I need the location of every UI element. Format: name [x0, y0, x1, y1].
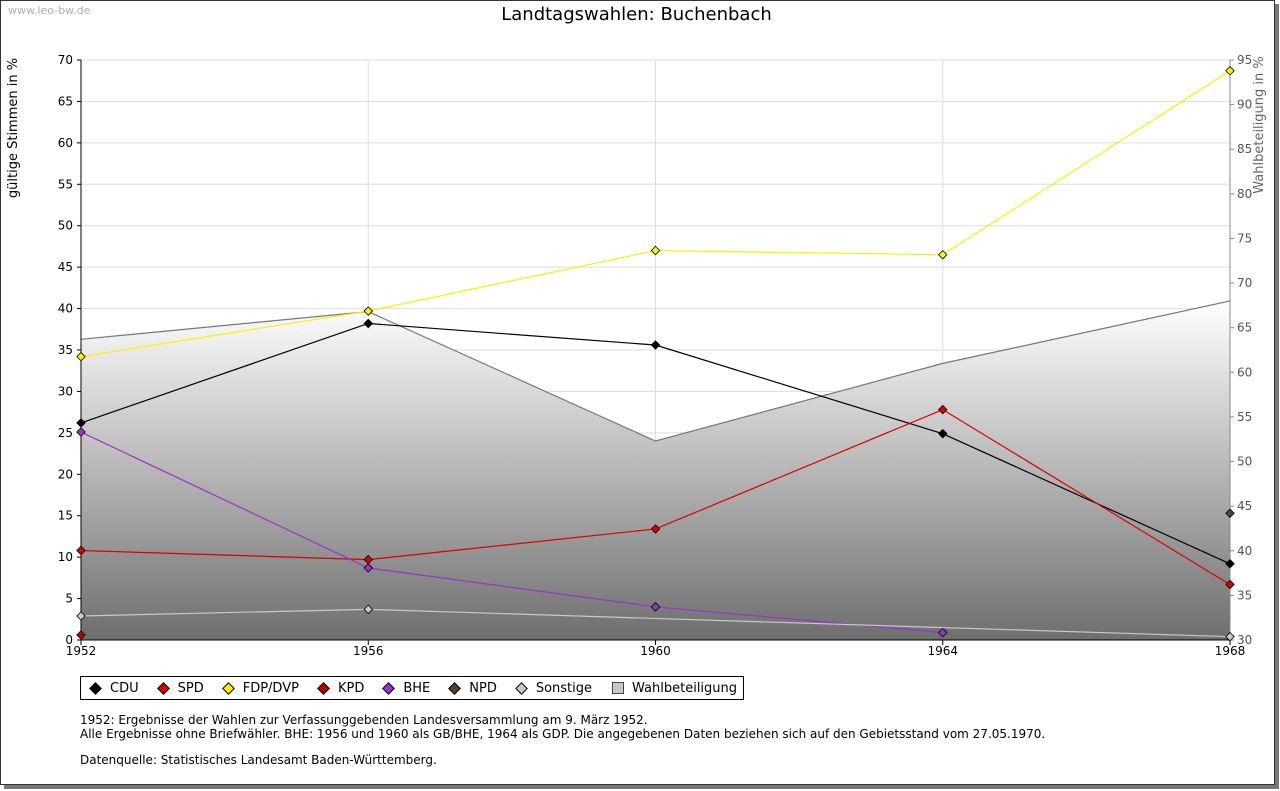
chart-notes: 1952: Ergebnisse der Wahlen zur Verfassu… — [80, 713, 1045, 767]
y2-tick-label: 45 — [1237, 499, 1252, 513]
y2-tick-label: 40 — [1237, 544, 1252, 558]
y-tick-label: 40 — [58, 302, 73, 316]
y-tick-label: 20 — [58, 467, 73, 481]
data-point-cdu — [363, 318, 374, 329]
data-point-fdp-dvp — [650, 245, 661, 256]
note-line-1: 1952: Ergebnisse der Wahlen zur Verfassu… — [80, 713, 648, 727]
y-tick-label: 35 — [58, 343, 73, 357]
legend-item-sonstige: Sonstige — [511, 681, 592, 696]
y-tick-label: 15 — [58, 509, 73, 523]
series-line-bhe — [80, 431, 943, 634]
y2-tick-label: 85 — [1237, 142, 1252, 156]
data-source: Datenquelle: Statistisches Landesamt Bad… — [80, 753, 437, 767]
x-tick-label: 1956 — [353, 644, 384, 658]
legend-item-cdu: CDU — [85, 681, 139, 696]
legend-item-spd: SPD — [153, 681, 204, 696]
y2-tick-label: 65 — [1237, 321, 1252, 335]
data-point-spd — [76, 545, 86, 556]
legend-item-kpd: KPD — [313, 681, 364, 696]
legend-label: CDU — [110, 680, 139, 696]
legend-marker — [448, 681, 462, 695]
data-point-fdp-dvp — [363, 306, 374, 316]
legend-marker — [221, 681, 235, 695]
watermark: www.leo-bw.de — [8, 4, 91, 17]
x-tick-label: 1952 — [66, 644, 97, 658]
legend-marker — [89, 681, 102, 695]
legend-label: SPD — [177, 680, 204, 696]
data-point-sonstige — [1225, 631, 1235, 642]
data-point-sonstige — [76, 611, 86, 621]
legend-label: KPD — [337, 680, 365, 696]
legend-item-npd: NPD — [444, 681, 497, 696]
y-tick-label: 45 — [58, 260, 73, 274]
data-point-fdp-dvp — [937, 249, 948, 260]
chart-title: Landtagswahlen: Buchenbach — [501, 4, 772, 25]
data-point-bhe — [650, 602, 661, 612]
data-point-kpd — [76, 630, 86, 640]
y2-tick-label: 55 — [1237, 410, 1252, 424]
x-tick-label: 1964 — [927, 644, 958, 658]
legend-marker — [382, 681, 396, 695]
legend-label: BHE — [403, 680, 431, 696]
y2-tick-label: 75 — [1237, 231, 1252, 245]
y2-tick-label: 90 — [1237, 98, 1252, 112]
legend-marker — [317, 681, 330, 695]
y-tick-label: 60 — [58, 136, 73, 150]
y2-tick-label: 30 — [1237, 633, 1252, 647]
y2-tick-label: 80 — [1237, 187, 1252, 201]
note-line-2: Alle Ergebnisse ohne Briefwähler. BHE: 1… — [80, 727, 1046, 741]
y-tick-label: 55 — [58, 177, 73, 191]
y2-tick-label: 60 — [1237, 365, 1252, 379]
data-point-cdu — [937, 428, 948, 439]
data-point-sonstige — [363, 604, 374, 615]
data-point-fdp-dvp — [1225, 66, 1235, 76]
legend-item-fdp-dvp: FDP/DVP — [218, 681, 299, 696]
y-tick-label: 50 — [58, 219, 73, 233]
data-point-fdp-dvp — [76, 351, 86, 362]
legend-item-wahlbeteiligung: Wahlbeteiligung — [606, 681, 737, 696]
data-point-bhe — [363, 563, 374, 573]
legend-label: Sonstige — [535, 680, 593, 696]
x-tick-label: 1960 — [640, 644, 671, 658]
data-point-bhe — [76, 427, 86, 437]
y2-tick-label: 95 — [1237, 53, 1252, 67]
legend-marker — [514, 681, 528, 695]
legend-label: Wahlbeteiligung — [632, 680, 738, 696]
y-tick-label: 65 — [58, 94, 73, 108]
y-tick-label: 70 — [58, 53, 73, 67]
y-axis-title: gültige Stimmen in % — [6, 58, 21, 198]
data-point-spd — [1225, 579, 1235, 590]
data-point-npd — [1225, 508, 1235, 518]
data-point-cdu — [76, 418, 86, 428]
legend-item-bhe: BHE — [378, 681, 430, 696]
y-tick-label: 5 — [65, 592, 73, 606]
y-tick-label: 10 — [58, 550, 73, 564]
y2-axis-title: Wahlbeteiligung in % — [1252, 56, 1267, 193]
y-tick-label: 25 — [58, 426, 73, 440]
y2-tick-label: 70 — [1237, 276, 1252, 290]
y2-tick-label: 35 — [1237, 588, 1252, 602]
legend-label: NPD — [469, 680, 497, 696]
legend-marker — [612, 682, 625, 694]
x-tick-label: 1968 — [1215, 644, 1246, 658]
chart-legend: CDU SPD FDP/DVP KPD BHE NPD Sonstige Wahlbeteil… — [80, 676, 745, 700]
y-tick-label: 30 — [58, 384, 73, 398]
data-point-cdu — [1225, 559, 1235, 569]
data-point-spd — [650, 524, 661, 534]
turnout-line — [80, 300, 1231, 442]
y2-tick-label: 50 — [1237, 455, 1252, 469]
legend-label: FDP/DVP — [242, 680, 299, 696]
data-point-spd — [937, 404, 948, 415]
legend-marker — [156, 681, 170, 695]
data-point-bhe — [937, 627, 948, 638]
data-point-cdu — [650, 340, 661, 350]
y-tick-label: 0 — [65, 633, 73, 647]
